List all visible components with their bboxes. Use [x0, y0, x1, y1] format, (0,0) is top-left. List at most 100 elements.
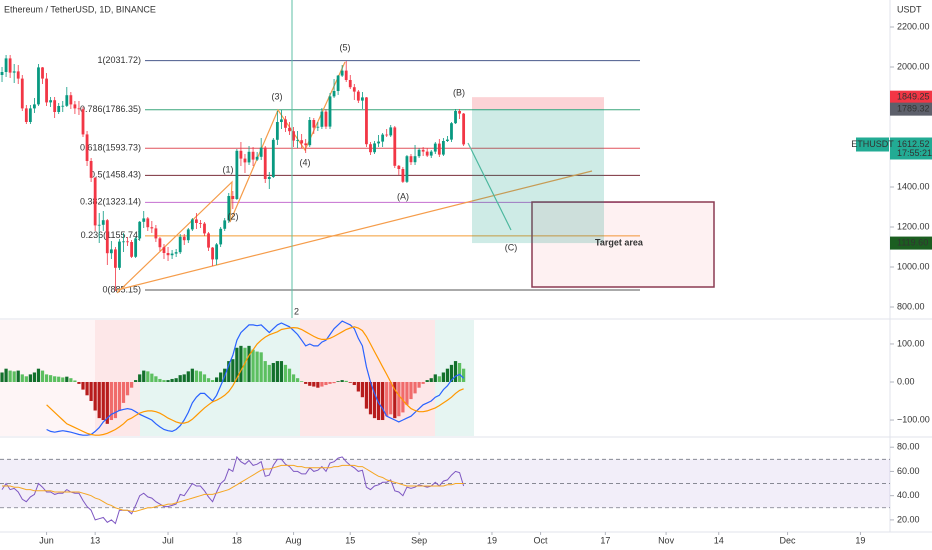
histogram-bar	[146, 371, 150, 382]
oscillator-line	[46, 326, 464, 436]
x-tick-label: Oct	[534, 535, 549, 545]
fib-label: 1(2031.72)	[97, 55, 141, 65]
rsi-line	[1, 455, 465, 525]
histogram-bar	[158, 378, 162, 382]
histogram-bar	[291, 374, 296, 382]
histogram-bar	[113, 381, 118, 419]
histogram-bar	[24, 376, 28, 382]
y-tick-label: 1200.00	[897, 221, 930, 231]
candle-body	[417, 149, 421, 157]
y-axis-label: USDT	[897, 4, 922, 14]
fib-label: 0.618(1593.73)	[80, 143, 141, 153]
histogram-bar	[283, 364, 288, 382]
candle-body	[49, 100, 53, 103]
candle-body	[8, 58, 12, 73]
histogram-bar	[332, 381, 336, 384]
candle-body	[263, 147, 267, 179]
price-tag-time: 17:55:21	[897, 148, 932, 158]
projection-line	[467, 142, 512, 231]
y-tick-label: 1400.00	[897, 181, 930, 191]
candle-body	[304, 143, 308, 146]
candle-body	[126, 241, 129, 243]
candle-body	[446, 139, 449, 141]
candle-body	[194, 219, 198, 223]
histogram-bar	[142, 370, 146, 382]
histogram-bar	[57, 376, 61, 382]
histogram-bar	[210, 380, 215, 382]
candle-body	[385, 134, 389, 136]
candle-body	[93, 177, 97, 226]
histogram-bar	[312, 381, 316, 387]
histogram-bar	[300, 381, 304, 382]
histogram-bar	[393, 381, 397, 419]
histogram-bar	[445, 368, 450, 382]
price-tag	[890, 102, 932, 116]
candle-body	[207, 233, 210, 248]
candle-body	[324, 111, 328, 127]
candle-body	[437, 143, 441, 155]
y-tick-label: 80.00	[897, 442, 920, 452]
fib-label: 0.5(1458.43)	[90, 170, 141, 180]
candle-body	[389, 127, 393, 136]
candle-body	[429, 151, 433, 156]
candle-body	[231, 196, 235, 199]
histogram-bar	[405, 381, 409, 405]
histogram-bar	[336, 381, 340, 382]
candle-body	[101, 220, 105, 225]
histogram-bar	[352, 381, 356, 386]
histogram-bar	[401, 381, 405, 413]
histogram-bar	[40, 370, 45, 382]
y-tick-label: 2200.00	[897, 21, 930, 31]
histogram-bar	[20, 374, 24, 382]
histogram-bar	[162, 380, 166, 382]
candle-body	[138, 221, 142, 239]
candle-body	[81, 109, 85, 135]
histogram-bar	[174, 378, 178, 382]
histogram-bar	[385, 381, 389, 417]
histogram-bar	[316, 381, 320, 388]
histogram-bar	[77, 381, 81, 384]
histogram-bar	[178, 375, 182, 382]
histogram-bar	[368, 381, 373, 415]
candle-body	[369, 144, 372, 153]
candle-body	[65, 95, 69, 106]
histogram-bar	[429, 378, 433, 382]
candle-body	[182, 236, 186, 241]
y-tick-label: 20.00	[897, 514, 920, 524]
symbol-tag-label: ETHUSDT	[851, 139, 894, 149]
histogram-bar	[69, 378, 73, 382]
candle-body	[352, 87, 356, 92]
histogram-bar	[320, 381, 324, 387]
histogram-bar	[93, 381, 97, 411]
x-tick-label: Jun	[39, 535, 54, 545]
candle-body	[186, 229, 190, 241]
histogram-bar	[421, 381, 425, 384]
candle-body	[275, 122, 279, 140]
histogram-bar	[36, 368, 41, 382]
fib-label: 0.236(1155.74)	[81, 230, 141, 240]
candle-body	[413, 156, 417, 163]
histogram-bar	[44, 374, 49, 382]
candle-body	[296, 140, 300, 141]
candle-body	[462, 113, 466, 145]
histogram-bar	[360, 381, 365, 398]
candle-body	[28, 108, 32, 122]
candle-body	[105, 220, 109, 254]
candle-body	[170, 253, 174, 256]
histogram-bar	[101, 381, 105, 421]
candle-body	[251, 151, 255, 160]
histogram-bar	[85, 381, 89, 396]
histogram-bar	[425, 380, 429, 382]
candle-body	[316, 126, 320, 128]
histogram-bar	[117, 381, 122, 411]
y-tick-label: 2000.00	[897, 61, 930, 71]
histogram-bar	[263, 361, 267, 382]
histogram-bar	[186, 371, 190, 382]
wave-label: (A)	[397, 191, 409, 201]
histogram-bar	[198, 371, 203, 382]
histogram-bar	[239, 345, 243, 382]
marker-label: 2	[294, 306, 299, 316]
histogram-bar	[65, 376, 69, 382]
histogram-bar	[8, 370, 12, 382]
histogram-bar	[73, 380, 77, 382]
